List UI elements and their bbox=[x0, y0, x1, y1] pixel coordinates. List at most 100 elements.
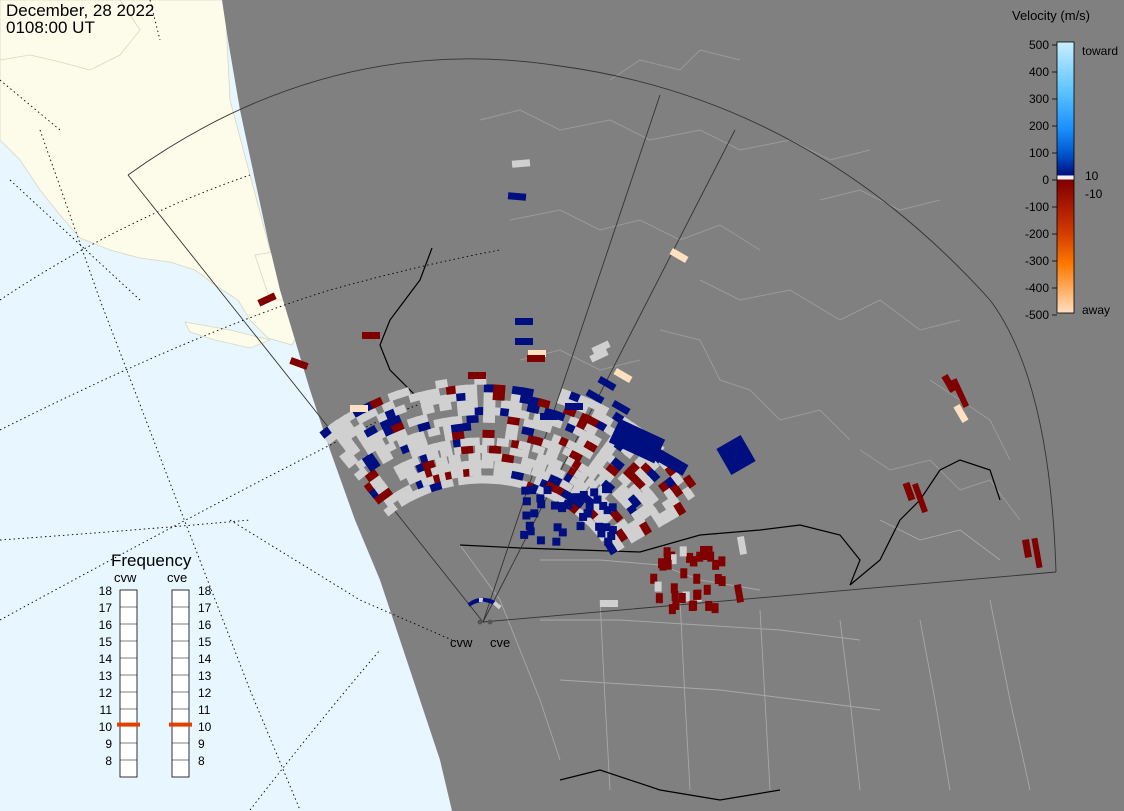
scatter-cell bbox=[682, 591, 690, 602]
scatter-cell bbox=[516, 409, 530, 420]
scatter-cell bbox=[362, 332, 380, 339]
scatter-cell bbox=[733, 584, 745, 603]
frequency-tick-label: 15 bbox=[99, 635, 113, 649]
legend-tick-label: -200 bbox=[1025, 227, 1049, 241]
radar-label-cve: cve bbox=[490, 635, 510, 650]
scatter-cell bbox=[417, 421, 431, 433]
scatter-cell bbox=[551, 466, 566, 480]
scatter-cell bbox=[589, 348, 609, 363]
frequency-tick-label: 8 bbox=[105, 754, 112, 768]
scatter-cell bbox=[458, 422, 472, 432]
scatter-cell bbox=[550, 501, 559, 510]
scatter-cell bbox=[515, 318, 533, 325]
scatter-cell bbox=[468, 372, 486, 379]
scatter-cell bbox=[492, 392, 506, 401]
scatter-cell bbox=[579, 512, 588, 521]
scatter-cell bbox=[681, 486, 696, 501]
scatter-cell bbox=[402, 465, 418, 479]
scatter-cell bbox=[465, 391, 478, 401]
frequency-tick-label: 12 bbox=[198, 686, 212, 700]
scatter-cell bbox=[508, 477, 523, 489]
scatter-cell bbox=[672, 599, 680, 610]
scatter-cell bbox=[716, 435, 756, 475]
frequency-tick-label: 11 bbox=[198, 703, 211, 717]
time-label: 0108:00 UT bbox=[6, 18, 95, 37]
scatter-cell bbox=[560, 488, 575, 502]
scatter-cell bbox=[670, 583, 678, 594]
scatter-cell bbox=[467, 437, 480, 447]
scatter-cell bbox=[411, 430, 426, 442]
scatter-cell bbox=[551, 492, 566, 506]
scatter-cell bbox=[536, 469, 551, 482]
frequency-tick-label: 14 bbox=[99, 652, 113, 666]
scatter-cell bbox=[350, 405, 368, 412]
scatter-cell bbox=[482, 429, 495, 439]
scatter-cell bbox=[614, 527, 629, 543]
scatter-cell bbox=[521, 425, 535, 437]
scatter-cell bbox=[507, 192, 527, 201]
scatter-cell bbox=[364, 407, 379, 421]
scatter-cell bbox=[598, 508, 613, 524]
scatter-cell bbox=[482, 414, 496, 423]
scatter-cell bbox=[369, 475, 384, 489]
scatter-cell bbox=[601, 441, 617, 456]
scatter-cell bbox=[688, 601, 696, 612]
scatter-cell bbox=[427, 426, 441, 438]
scatter-cell bbox=[611, 537, 625, 552]
frequency-tick-label: 10 bbox=[198, 720, 212, 734]
scatter-cell bbox=[418, 484, 433, 497]
scatter-cell bbox=[520, 530, 529, 539]
frequency-tick-label: 13 bbox=[198, 669, 212, 683]
scatter-cell bbox=[536, 494, 545, 503]
scatter-cell bbox=[609, 508, 624, 523]
frequency-tick-label: 16 bbox=[198, 618, 212, 632]
scatter-cell bbox=[475, 445, 488, 454]
scatter-cell bbox=[718, 556, 726, 567]
scatter-cell bbox=[597, 529, 606, 538]
scatter-cell bbox=[579, 446, 594, 460]
scatter-cell bbox=[568, 449, 584, 463]
scatter-cell bbox=[438, 440, 452, 451]
scatter-cell bbox=[950, 378, 970, 408]
scatter-cell bbox=[341, 438, 356, 452]
scatter-cell bbox=[638, 521, 653, 536]
scatter-cell bbox=[440, 478, 455, 489]
legend-tick-label: 400 bbox=[1029, 65, 1049, 79]
scatter-cell bbox=[366, 458, 381, 472]
scatter-cell bbox=[671, 591, 679, 602]
scatter-cell bbox=[666, 505, 680, 520]
scatter-cell bbox=[602, 523, 611, 532]
scatter-cell bbox=[610, 457, 625, 471]
legend-tick-label: -400 bbox=[1025, 281, 1049, 295]
scatter-cell bbox=[579, 490, 588, 499]
scatter-cell bbox=[383, 502, 398, 517]
scatter-cell bbox=[712, 559, 720, 570]
scatter-cell bbox=[466, 414, 479, 424]
scatter-cell bbox=[544, 480, 559, 494]
scatter-cell bbox=[451, 430, 465, 441]
scatter-cell bbox=[398, 484, 414, 498]
scatter-cell bbox=[439, 447, 454, 458]
header: December, 28 2022 0108:00 UT bbox=[6, 1, 154, 37]
scatter-cell bbox=[548, 440, 563, 453]
scatter-cell bbox=[548, 473, 563, 487]
legend-tick-label: 0 bbox=[1042, 173, 1049, 187]
scatter-cell bbox=[522, 497, 531, 506]
radar-site-cve bbox=[487, 619, 493, 625]
scatter-cell bbox=[595, 402, 610, 416]
frequency-marker-cvw bbox=[117, 722, 140, 727]
scatter-cell bbox=[627, 493, 642, 509]
scatter-cell bbox=[693, 589, 701, 600]
scatter-cell bbox=[481, 460, 494, 469]
scatter-cell bbox=[711, 603, 719, 614]
scatter-cell bbox=[536, 398, 551, 409]
scatter-cell bbox=[557, 502, 566, 511]
scatter-cell bbox=[468, 452, 481, 462]
scatter-cell bbox=[584, 476, 600, 491]
legend-tick-label: -500 bbox=[1025, 308, 1049, 322]
scatter-cell bbox=[552, 537, 561, 546]
frequency-channel-cve: cve bbox=[167, 570, 187, 585]
scatter-cell bbox=[434, 379, 449, 389]
scatter-cell bbox=[646, 468, 661, 483]
scatter-cell bbox=[590, 488, 599, 497]
